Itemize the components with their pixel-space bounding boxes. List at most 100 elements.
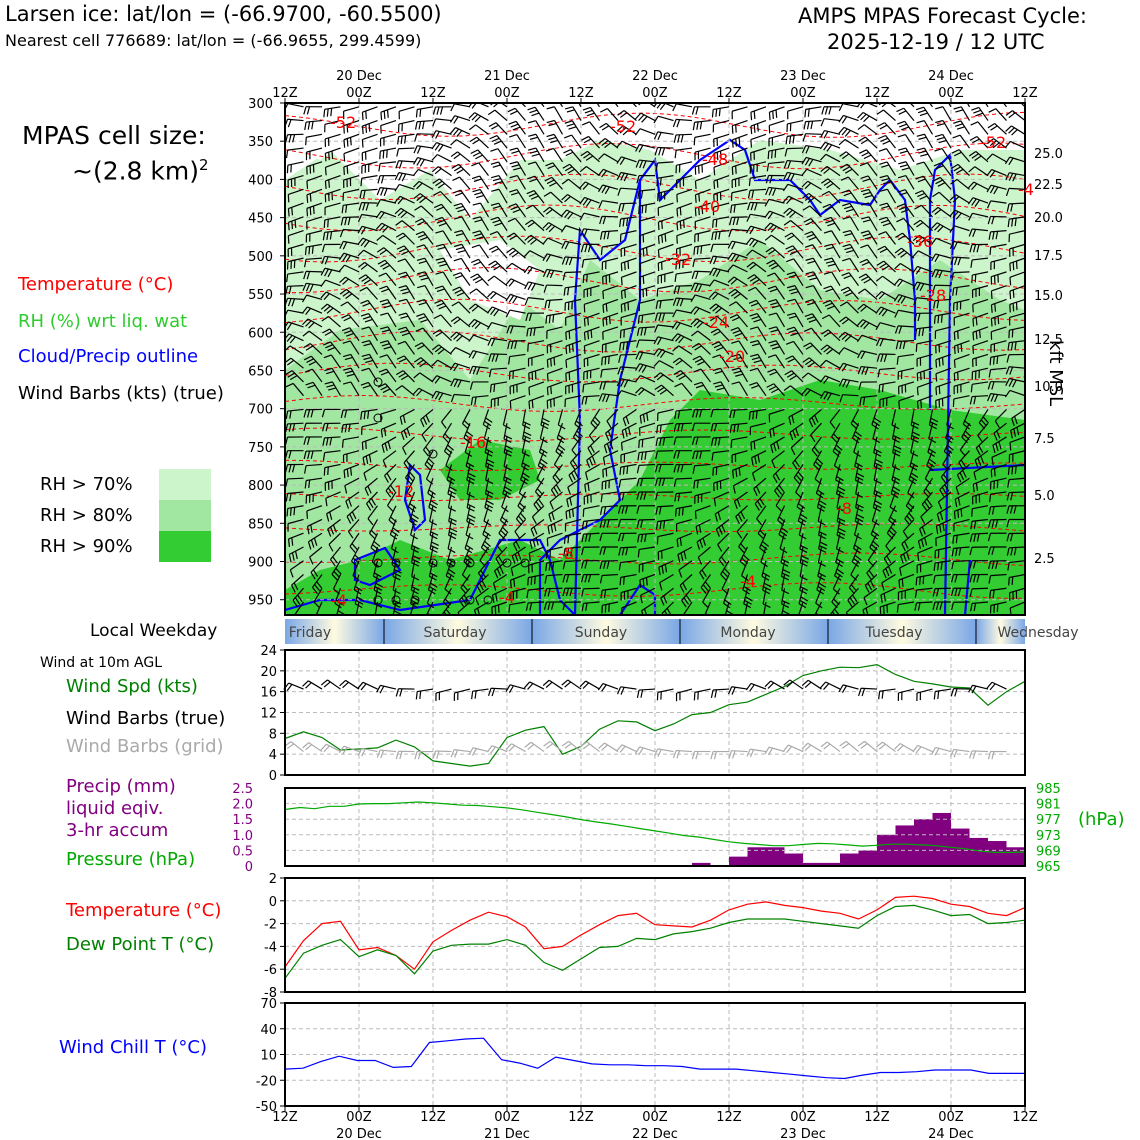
wind-barb-feather xyxy=(472,276,481,281)
wind-barb xyxy=(489,135,508,149)
wind-barb-feather xyxy=(286,322,293,331)
wind-barb-staff xyxy=(438,178,452,190)
wind-barb xyxy=(503,450,512,471)
wind-barb-feather xyxy=(528,147,537,151)
wind-barb-staff xyxy=(384,464,397,477)
wind-barb-feather xyxy=(293,582,299,591)
wind-barb-staff xyxy=(503,450,508,467)
wind-barb-staff xyxy=(534,106,545,121)
wind-barb-staff xyxy=(533,190,545,204)
wind-barb-feather xyxy=(398,298,407,302)
wind-barb-staff xyxy=(382,234,397,245)
wind-barb-staff xyxy=(390,533,397,549)
wind-barb-staff xyxy=(287,477,304,480)
wind-barb-staff xyxy=(398,172,415,177)
wind-barb-feather xyxy=(340,301,348,307)
wind-barb-feather xyxy=(311,245,314,254)
wind-barb-feather xyxy=(469,136,478,142)
wind-barb-feather xyxy=(492,164,501,168)
wind-barb-staff xyxy=(398,133,415,138)
wind-barb-feather xyxy=(320,267,326,276)
wind-barb xyxy=(303,463,323,474)
wind-barb-feather xyxy=(351,543,358,551)
wind-barb-staff xyxy=(310,560,323,573)
wind-barb xyxy=(471,244,489,259)
wind-barb-feather xyxy=(330,559,336,567)
wind-barb-staff xyxy=(399,195,415,204)
wind-barb-feather xyxy=(412,558,420,564)
wind-barb-staff xyxy=(472,365,489,369)
wind-barb-feather xyxy=(453,116,459,124)
legend-cloud: Cloud/Precip outline xyxy=(18,346,199,367)
wind-barb-feather xyxy=(471,244,480,249)
wind-barb-staff xyxy=(324,106,341,110)
wind-barb xyxy=(380,326,397,341)
wind-barb-feather xyxy=(361,326,370,330)
wind-barb-staff xyxy=(491,337,508,342)
wind-barb-feather xyxy=(439,106,444,115)
wind-barb-feather xyxy=(397,258,406,263)
wind-barb-feather xyxy=(434,346,442,353)
wind-barb-staff xyxy=(514,107,526,121)
wind-barb xyxy=(450,378,471,388)
wind-barb-feather xyxy=(322,452,326,461)
wind-barb-staff xyxy=(422,231,434,245)
wind-barb-feather xyxy=(428,489,436,495)
wind-barb-staff xyxy=(405,464,415,479)
wind-barb-staff xyxy=(484,491,490,508)
wind-barb-staff xyxy=(306,188,323,196)
wind-barb-feather xyxy=(361,367,370,372)
wind-barb xyxy=(857,111,878,123)
wind-barb-feather xyxy=(431,130,437,139)
wind-barb-feather xyxy=(416,257,425,262)
wind-barb-feather xyxy=(381,301,390,306)
wind-barb-staff xyxy=(354,588,360,604)
wind-barb-staff xyxy=(513,532,526,545)
wind-barb xyxy=(342,340,360,355)
wind-barb-feather xyxy=(364,488,369,496)
wind-barb-feather xyxy=(265,349,270,356)
wind-barb-feather xyxy=(360,299,369,304)
wind-barb xyxy=(435,257,453,273)
wind-barb-feather xyxy=(490,148,499,152)
wind-barb-feather xyxy=(645,204,647,213)
wind-barb xyxy=(305,491,323,504)
wind-barb-feather xyxy=(678,507,681,516)
wind-barb-staff xyxy=(528,296,545,300)
wind-barb xyxy=(431,130,452,139)
wind-barb-feather xyxy=(432,118,437,127)
wind-barb-feather xyxy=(475,154,483,160)
wind-barb-feather xyxy=(468,319,475,326)
wind-barb-feather xyxy=(508,295,515,303)
wind-barb-feather xyxy=(568,330,571,339)
wind-barb xyxy=(412,387,434,397)
wind-barb-feather xyxy=(489,384,492,393)
wind-barb-feather xyxy=(661,234,664,243)
wind-barb-feather xyxy=(349,137,352,146)
wind-barb-staff xyxy=(404,341,415,355)
wind-barb xyxy=(528,133,545,149)
wind-barb-feather xyxy=(469,124,477,131)
wind-barb-feather xyxy=(486,306,493,314)
wind-barb-staff xyxy=(620,202,637,205)
wind-barb xyxy=(540,103,545,108)
wind-barb-staff xyxy=(484,478,490,495)
wind-barb-staff xyxy=(477,273,489,287)
wind-barb xyxy=(355,601,360,615)
wind-barb-staff xyxy=(503,464,508,481)
wind-barb-staff xyxy=(528,281,545,287)
wind-barb xyxy=(342,381,360,396)
wind-barb-feather xyxy=(375,210,382,219)
wind-barb-feather xyxy=(485,465,494,471)
wind-barb-feather xyxy=(529,178,538,183)
wind-barb-feather xyxy=(327,269,333,278)
wind-barb xyxy=(377,259,397,273)
wind-barb-feather xyxy=(434,216,443,221)
wind-barb-feather xyxy=(429,548,438,553)
wind-barb-feather xyxy=(339,229,344,238)
wind-barb-feather xyxy=(600,246,603,256)
wind-barb-feather xyxy=(620,442,623,451)
wind-barb-feather xyxy=(432,178,440,184)
wind-barb-feather xyxy=(320,291,327,299)
wind-barb-staff xyxy=(428,491,434,508)
